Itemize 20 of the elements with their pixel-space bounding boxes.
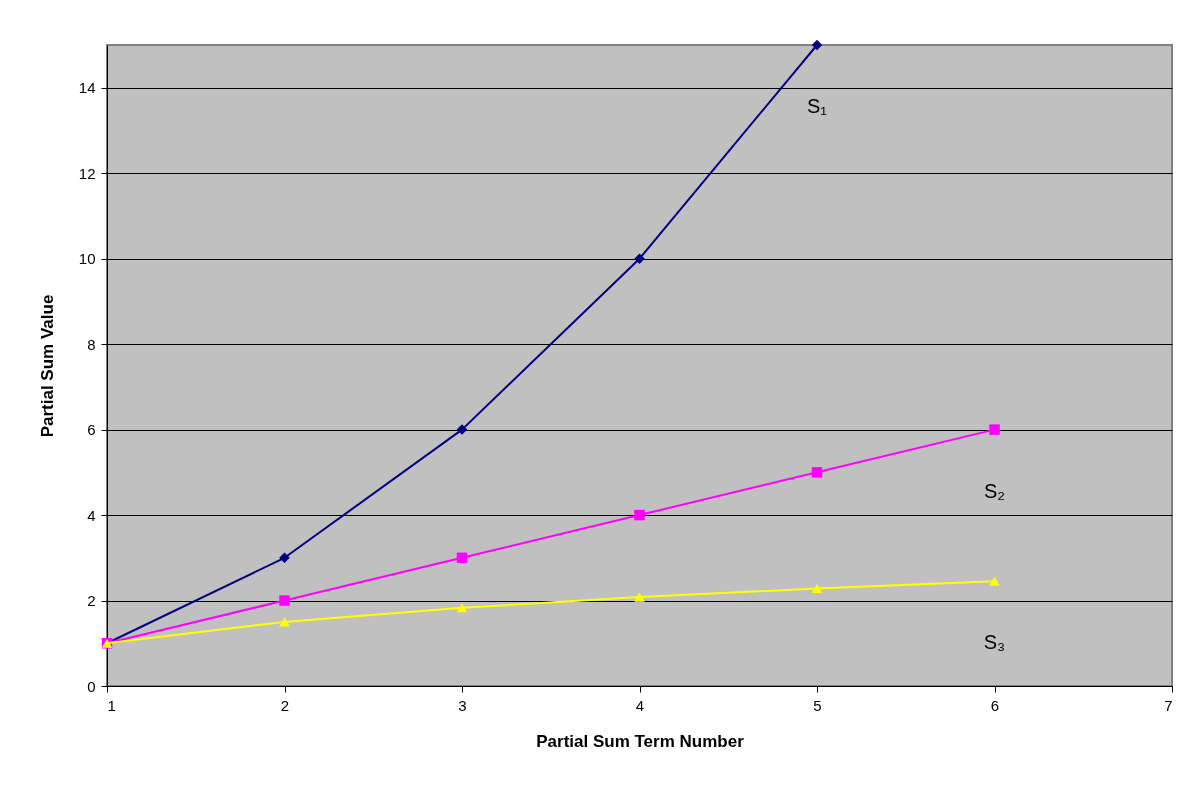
x-tick-label: 5 — [813, 696, 822, 714]
x-tick-label: 2 — [280, 696, 290, 714]
y-tick-label: 8 — [87, 335, 96, 353]
x-axis-title: Partial Sum Term Number — [536, 731, 745, 751]
y-tick-label: 10 — [78, 250, 96, 268]
y-tick-label: 2 — [87, 592, 96, 610]
y-tick-label: 6 — [87, 421, 96, 439]
text: S₂ — [983, 479, 1006, 502]
x-tick-label: 7 — [1164, 696, 1173, 714]
y-tick-label: 4 — [87, 506, 96, 524]
series-label: S₁ — [806, 95, 828, 117]
y-tick-label: 12 — [78, 164, 96, 182]
y-axis-title: Partial Sum Value — [37, 294, 57, 438]
x-tick-label: 6 — [990, 696, 1000, 714]
x-tick-label: 3 — [458, 696, 467, 714]
x-tick-label: 4 — [635, 696, 645, 714]
x-tick-label: 1 — [107, 696, 116, 714]
y-tick-label: 0 — [87, 677, 96, 695]
text: S₃ — [983, 631, 1006, 654]
y-tick-label: 14 — [78, 79, 96, 97]
